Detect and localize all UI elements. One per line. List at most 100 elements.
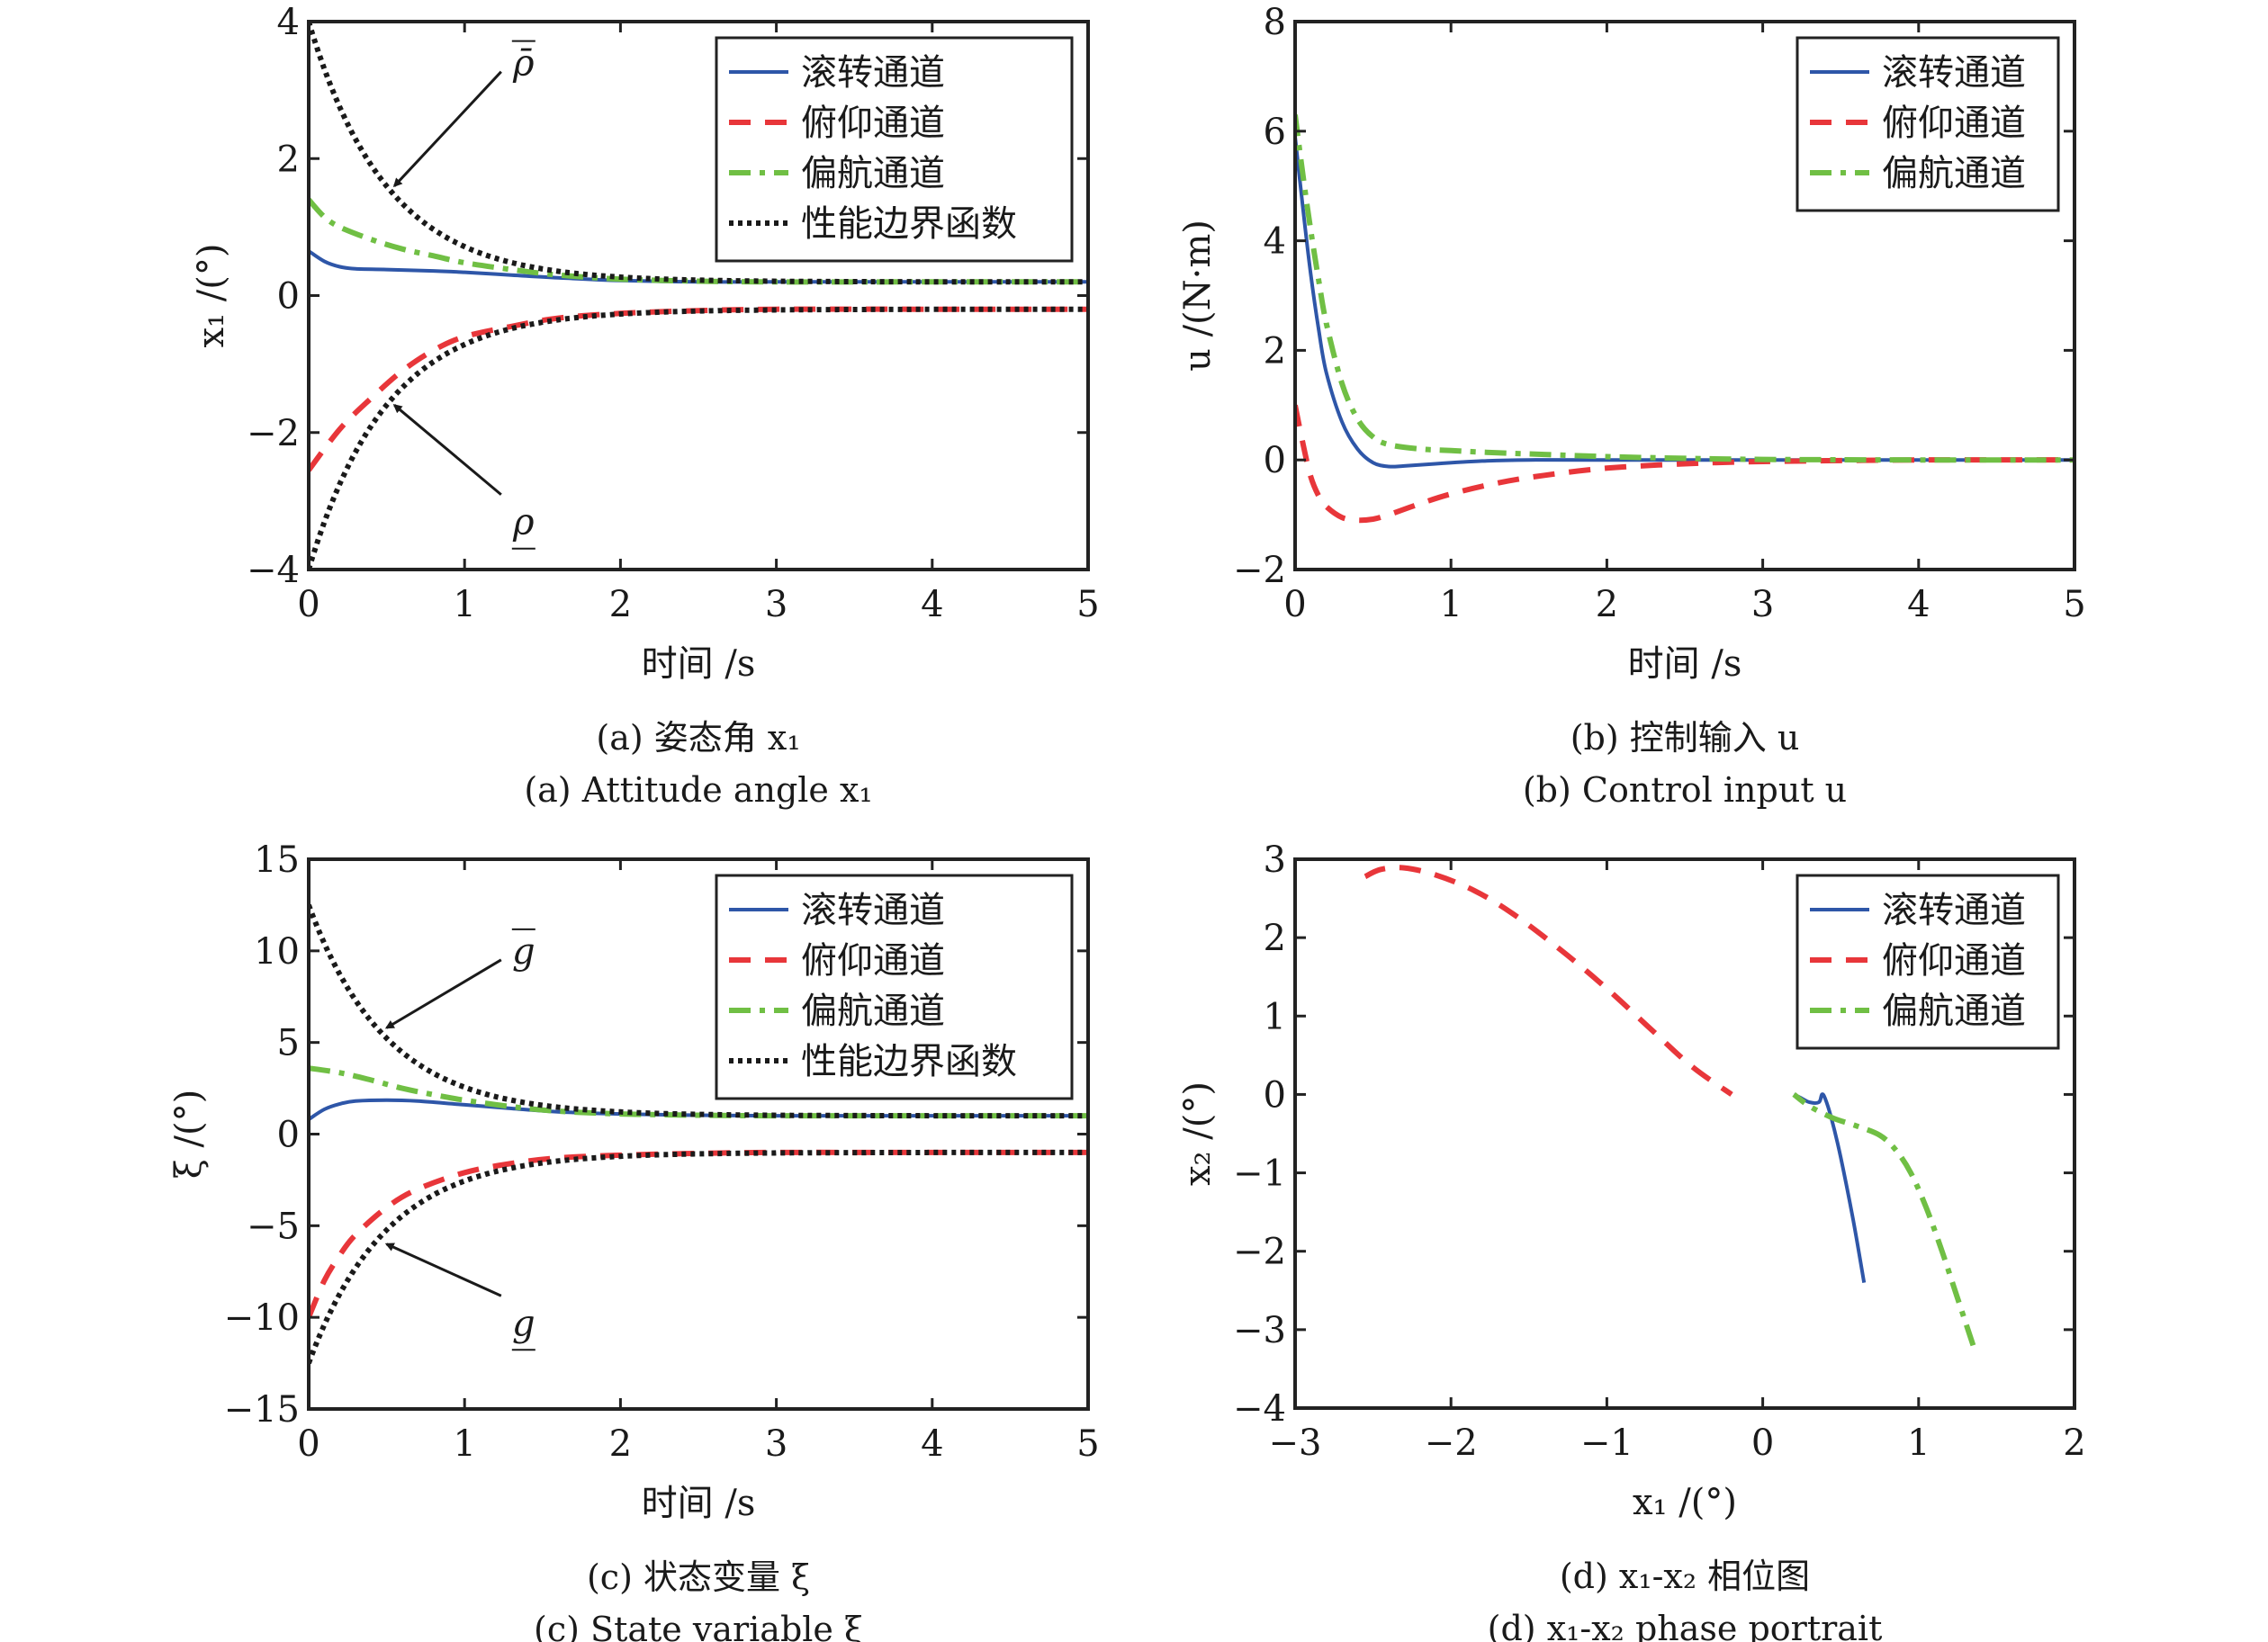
y-tick-label: 0 xyxy=(1264,1074,1286,1116)
x-axis-label: 时间 /s xyxy=(1628,643,1742,685)
y-tick-label: −4 xyxy=(247,550,300,591)
axes-box xyxy=(1293,20,2076,571)
series-line-yaw xyxy=(309,197,1088,285)
axes-box xyxy=(1293,857,2076,1410)
legend-label-roll: 滚转通道 xyxy=(1882,52,2026,94)
legend-label-yaw: 偏航通道 xyxy=(1882,991,2026,1032)
legend-label-bound: 性能边界函数 xyxy=(801,1041,1017,1082)
y-tick-label: −2 xyxy=(247,413,300,454)
y-tick-label: −15 xyxy=(224,1389,300,1431)
legend-label-pitch: 俯仰通道 xyxy=(801,940,945,982)
legend-label-roll: 滚转通道 xyxy=(801,52,945,94)
x-tick-label: 4 xyxy=(1907,584,1930,625)
x-tick-label: 2 xyxy=(609,1423,632,1465)
caption-cn: (a) 姿态角 x₁ xyxy=(596,718,800,758)
caption-en: (a) Attitude angle x₁ xyxy=(524,770,872,810)
x-tick-label: −2 xyxy=(1425,1422,1478,1464)
annotation-label: ρ̄ xyxy=(512,43,535,85)
x-axis-label: 时间 /s xyxy=(642,1483,756,1524)
x-tick-label: 1 xyxy=(1439,584,1462,625)
x-tick-label: 5 xyxy=(1076,584,1099,625)
y-tick-label: −1 xyxy=(1233,1153,1286,1195)
x-tick-label: 3 xyxy=(765,1423,788,1465)
series-line-pitch xyxy=(309,306,1088,472)
x-tick-label: 1 xyxy=(453,584,475,625)
y-tick-label: 0 xyxy=(1264,440,1286,481)
legend-label-roll: 滚转通道 xyxy=(1882,890,2026,931)
legend-label-pitch: 俯仰通道 xyxy=(801,103,945,144)
caption-cn: (b) 控制输入 u xyxy=(1570,718,1800,758)
y-tick-label: 0 xyxy=(277,276,300,318)
y-tick-label: 2 xyxy=(1264,918,1286,959)
y-tick-label: −10 xyxy=(224,1297,300,1339)
x-tick-label: 5 xyxy=(2063,584,2085,625)
y-tick-label: 10 xyxy=(254,931,300,973)
legend-label-pitch: 俯仰通道 xyxy=(1882,103,2026,144)
chart-panel-c: 0 1 2 3 4 5 −15 −10 −5 0 5 10 15 时间 /s ξ /(°) (c) 状态变量 … xyxy=(168,839,1100,1642)
x-tick-label: 4 xyxy=(921,584,943,625)
y-tick-label: 6 xyxy=(1264,112,1286,153)
x-tick-label: 1 xyxy=(453,1423,475,1465)
legend-label-bound: 性能边界函数 xyxy=(801,203,1017,245)
series-line-roll xyxy=(309,1098,1088,1121)
legend-label-roll: 滚转通道 xyxy=(801,890,945,931)
legend-label-yaw: 偏航通道 xyxy=(801,153,945,194)
x-tick-label: 0 xyxy=(1751,1422,1774,1464)
annotation-arrow xyxy=(384,958,502,1029)
legend-label-yaw: 偏航通道 xyxy=(801,991,945,1032)
series-line-bound-lower xyxy=(309,306,1088,570)
x-tick-label: 3 xyxy=(1751,584,1774,625)
annotation-label: g xyxy=(512,931,536,973)
y-tick-label: −5 xyxy=(247,1206,300,1247)
y-tick-label: 4 xyxy=(1264,221,1286,263)
y-axis-label: x₁ /(°) xyxy=(191,244,232,348)
x-tick-label: 1 xyxy=(1907,1422,1930,1464)
series-line-yaw xyxy=(1792,1092,1976,1347)
y-tick-label: −2 xyxy=(1233,1232,1286,1273)
annotation-label: ρ xyxy=(512,502,535,543)
x-tick-label: 2 xyxy=(1596,584,1618,625)
series-line-pitch xyxy=(1295,404,2074,524)
series-group xyxy=(309,903,1088,1365)
series-group xyxy=(1364,865,1976,1347)
caption-cn: (d) x₁-x₂ 相位图 xyxy=(1560,1557,1810,1596)
series-line-bound-upper xyxy=(309,22,1088,285)
y-axis-label: x₂ /(°) xyxy=(1177,1081,1219,1186)
y-tick-label: −2 xyxy=(1233,550,1286,591)
x-axis-label: 时间 /s xyxy=(642,643,756,685)
series-group xyxy=(309,22,1088,570)
y-axis-label: u /(N·m) xyxy=(1177,220,1219,372)
x-tick-label: 2 xyxy=(609,584,632,625)
y-tick-label: −4 xyxy=(1233,1388,1286,1430)
annotation-arrow xyxy=(384,1243,502,1297)
x-axis-label: x₁ /(°) xyxy=(1633,1482,1737,1523)
y-tick-label: 1 xyxy=(1264,996,1286,1037)
series-line-pitch xyxy=(1364,865,1733,1097)
legend-label-yaw: 偏航通道 xyxy=(1882,153,2026,194)
series-line-bound-lower xyxy=(309,1149,1088,1365)
x-tick-label: 0 xyxy=(297,1423,320,1465)
annotation-arrow xyxy=(392,404,502,496)
y-tick-label: 8 xyxy=(1264,2,1286,43)
series-line-pitch xyxy=(309,1149,1088,1319)
annotation-label: g xyxy=(512,1303,536,1344)
series-line-yaw xyxy=(1295,114,2074,463)
x-tick-label: −3 xyxy=(1269,1422,1322,1464)
legend-label-pitch: 俯仰通道 xyxy=(1882,940,2026,982)
x-tick-label: 5 xyxy=(1076,1423,1099,1465)
y-tick-label: 15 xyxy=(254,839,300,881)
caption-en: (b) Control input u xyxy=(1523,770,1847,810)
series-line-roll xyxy=(1793,1092,1867,1283)
series-line-bound-upper xyxy=(309,903,1088,1119)
y-tick-label: 3 xyxy=(1264,839,1286,881)
x-tick-label: 0 xyxy=(1283,584,1306,625)
y-tick-label: 5 xyxy=(277,1023,300,1064)
caption-en: (c) State variable ξ xyxy=(534,1610,863,1642)
